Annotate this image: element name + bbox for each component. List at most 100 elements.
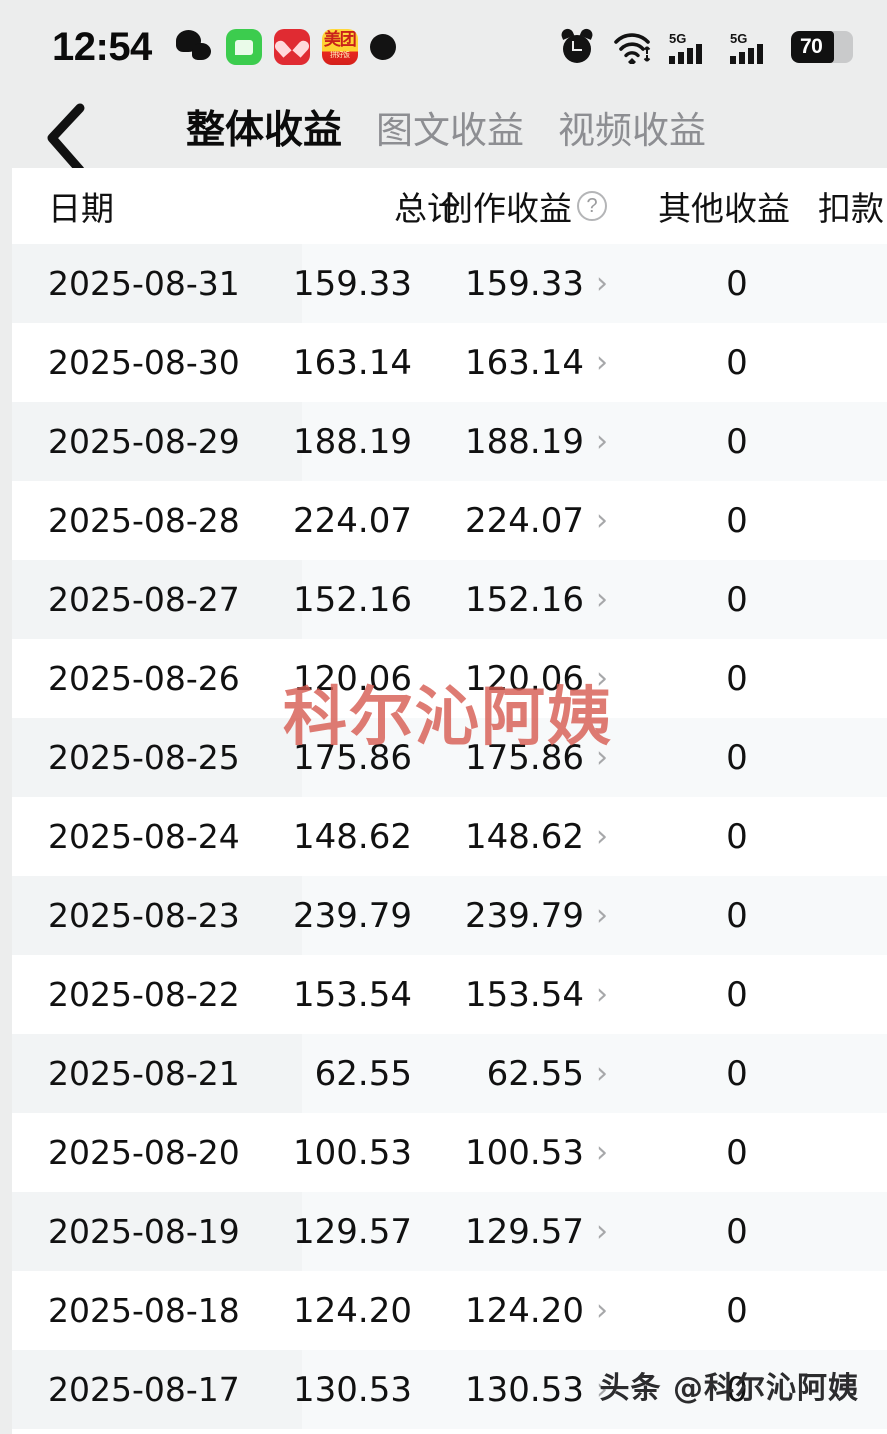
dot-icon	[369, 34, 396, 60]
cell-date: 2025-08-17	[12, 1350, 302, 1429]
battery-icon: 70	[791, 31, 853, 63]
chevron-left-icon	[47, 103, 85, 175]
chevron-right-icon[interactable]: ›	[596, 661, 608, 696]
cell-creation-income: 129.57	[465, 1211, 584, 1252]
wifi-icon	[614, 33, 651, 64]
left-edge-strip	[0, 168, 12, 1434]
chevron-right-icon[interactable]: ›	[596, 1135, 608, 1170]
cell-date: 2025-08-24	[48, 817, 240, 856]
cell-creation-income: 163.14	[465, 342, 584, 383]
cell-date: 2025-08-30	[48, 343, 240, 382]
cell-creation-income: 62.55	[486, 1053, 584, 1094]
cell-other-income: 0	[726, 1132, 748, 1173]
table-row[interactable]: 2025-08-18 124.20 124.20 › 0	[12, 1271, 887, 1350]
cell-total: 175.86	[293, 737, 412, 778]
chevron-right-icon[interactable]: ›	[596, 1056, 608, 1091]
cell-total: 159.33	[293, 263, 412, 304]
cell-date: 2025-08-22	[48, 975, 240, 1014]
table-row[interactable]: 2025-08-30 163.14 163.14 › 0	[12, 323, 887, 402]
cell-creation-income: 152.16	[465, 579, 584, 620]
chevron-right-icon[interactable]: ›	[596, 582, 608, 617]
back-button[interactable]	[36, 100, 100, 176]
cell-other-income: 0	[726, 895, 748, 936]
column-header-other-income: 其他收益	[658, 189, 790, 228]
chevron-right-icon[interactable]: ›	[596, 740, 608, 775]
question-circle-icon[interactable]: ?	[577, 191, 607, 221]
tab-video-income[interactable]: 视频收益	[558, 109, 707, 152]
chevron-right-icon[interactable]: ›	[596, 1293, 608, 1328]
cell-date: 2025-08-18	[48, 1291, 240, 1330]
cell-date: 2025-08-28	[48, 501, 240, 540]
table-header-row: 日期 总计 创作收益 ? 其他收益 扣款	[12, 168, 887, 244]
tab-overall-income[interactable]: 整体收益	[186, 108, 343, 153]
bottom-watermark: 头条 @科尔沁阿姨	[599, 1371, 859, 1406]
table-row[interactable]: 2025-08-26 120.06 120.06 › 0	[12, 639, 887, 718]
cell-total: 120.06	[293, 658, 412, 699]
table-row[interactable]: 2025-08-20 100.53 100.53 › 0	[12, 1113, 887, 1192]
cell-total: 130.53	[293, 1369, 412, 1410]
cell-other-income: 0	[726, 816, 748, 857]
cell-date: 2025-08-27	[12, 560, 302, 639]
column-header-deduction: 扣款	[818, 189, 884, 228]
tab-article-income[interactable]: 图文收益	[376, 109, 525, 152]
cell-date: 2025-08-20	[48, 1133, 240, 1172]
signal-5g-icon: 5G	[730, 31, 763, 64]
cell-creation-income: 148.62	[465, 816, 584, 857]
chevron-right-icon[interactable]: ›	[596, 977, 608, 1012]
chevron-right-icon[interactable]: ›	[596, 266, 608, 301]
table-row[interactable]: 2025-08-27 152.16 152.16 › 0	[12, 560, 887, 639]
cell-creation-income: 188.19	[465, 421, 584, 462]
cell-creation-income: 224.07	[465, 500, 584, 541]
cell-other-income: 0	[726, 1369, 748, 1410]
heart-app-icon	[273, 29, 310, 65]
income-table-panel: 日期 总计 创作收益 ? 其他收益 扣款 2025-08-31 159.33 159…	[12, 168, 887, 1434]
chevron-right-icon[interactable]: ›	[596, 503, 608, 538]
table-row[interactable]: 2025-08-31 159.33 159.33 › 0	[12, 244, 887, 323]
cell-creation-income: 130.53	[465, 1369, 584, 1410]
table-row[interactable]: 2025-08-19 129.57 129.57 › 0	[12, 1192, 887, 1271]
cell-other-income: 0	[726, 1053, 748, 1094]
status-bar-clock: 12:54	[52, 24, 152, 69]
cell-date: 2025-08-29	[12, 402, 302, 481]
column-header-creation-income-label: 创作收益	[440, 189, 572, 228]
cell-total: 152.16	[293, 579, 412, 620]
table-row[interactable]: 2025-08-24 148.62 148.62 › 0	[12, 797, 887, 876]
cell-date: 2025-08-23	[12, 876, 302, 955]
message-icon	[225, 29, 262, 65]
cell-creation-income: 153.54	[465, 974, 584, 1015]
table-row[interactable]: 2025-08-25 175.86 175.86 › 0	[12, 718, 887, 797]
signal-5g-icon: 5G	[669, 31, 702, 64]
table-row[interactable]: 2025-08-28 224.07 224.07 › 0	[12, 481, 887, 560]
cell-other-income: 0	[726, 658, 748, 699]
cell-creation-income: 124.20	[465, 1290, 584, 1331]
chevron-right-icon[interactable]: ›	[596, 424, 608, 459]
cell-other-income: 0	[726, 974, 748, 1015]
tab-bar: 整体收益 图文收益 视频收益	[186, 109, 706, 153]
cell-total: 153.54	[293, 974, 412, 1015]
chevron-right-icon[interactable]: ›	[596, 1214, 608, 1249]
table-row[interactable]: 2025-08-22 153.54 153.54 › 0	[12, 955, 887, 1034]
meituan-sublabel: 拼好饭	[330, 52, 350, 59]
cell-other-income: 0	[726, 421, 748, 462]
meituan-icon: 美团 拼好饭	[321, 29, 358, 65]
battery-level-label: 70	[800, 35, 823, 58]
meituan-label: 美团	[323, 30, 357, 50]
cell-other-income: 0	[726, 1290, 748, 1331]
table-row[interactable]: 2025-08-21 62.55 62.55 › 0	[12, 1034, 887, 1113]
cell-total: 188.19	[293, 421, 412, 462]
cell-date: 2025-08-31	[12, 244, 302, 323]
cell-other-income: 0	[726, 500, 748, 541]
table-row[interactable]: 2025-08-23 239.79 239.79 › 0	[12, 876, 887, 955]
column-header-total: 总计	[394, 189, 460, 228]
cell-creation-income: 120.06	[465, 658, 584, 699]
chevron-right-icon[interactable]: ›	[596, 345, 608, 380]
chevron-right-icon[interactable]: ›	[596, 1372, 608, 1407]
table-body: 2025-08-31 159.33 159.33 › 0 2025-08-30 163.14…	[12, 244, 887, 1429]
table-row[interactable]: 2025-08-29 188.19 188.19 › 0	[12, 402, 887, 481]
chevron-right-icon[interactable]: ›	[596, 819, 608, 854]
table-row[interactable]: 2025-08-17 130.53 130.53 › 0	[12, 1350, 887, 1429]
cell-other-income: 0	[726, 342, 748, 383]
chevron-right-icon[interactable]: ›	[596, 898, 608, 933]
svg-text:5G: 5G	[669, 31, 686, 46]
